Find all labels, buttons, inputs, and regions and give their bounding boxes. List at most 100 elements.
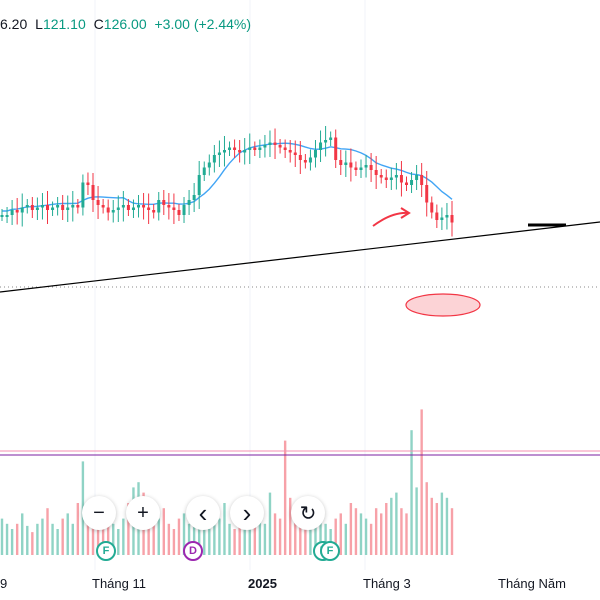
scroll-left-button[interactable]: ‹ xyxy=(186,496,220,530)
candle xyxy=(35,197,39,220)
candle-body xyxy=(197,175,201,195)
candle-body xyxy=(0,215,4,217)
candle xyxy=(152,204,156,219)
low-value: 121.10 xyxy=(42,16,86,32)
candle-body xyxy=(324,140,328,143)
volume-bar xyxy=(152,523,155,555)
candle-body xyxy=(354,167,358,170)
candle xyxy=(268,130,272,157)
candle-body xyxy=(253,147,257,150)
candle-body xyxy=(415,175,419,180)
volume-bar xyxy=(289,497,292,555)
volume-bar xyxy=(385,503,388,555)
moving-average-line xyxy=(2,142,453,212)
pane-separator xyxy=(0,450,600,456)
reset-chart-button[interactable]: ↻ xyxy=(291,496,325,530)
candle-body xyxy=(157,200,161,213)
candle xyxy=(182,197,186,223)
candle-body xyxy=(212,155,216,163)
volume-bar xyxy=(112,523,115,555)
candle xyxy=(56,197,60,216)
time-label-1: Tháng 11 xyxy=(92,576,146,591)
candle-body xyxy=(35,207,39,210)
zoom-out-button[interactable]: − xyxy=(82,496,116,530)
candle-body xyxy=(268,142,272,145)
volume-bar xyxy=(0,518,4,555)
candle xyxy=(354,161,358,176)
candle xyxy=(293,140,297,167)
volume-bar xyxy=(46,508,49,555)
volume-bar xyxy=(71,523,74,555)
candle-body xyxy=(379,175,383,178)
earnings-event-icon[interactable]: F xyxy=(96,541,116,561)
candle xyxy=(81,174,85,216)
volume-bar xyxy=(440,492,444,555)
zoom-in-button[interactable]: + xyxy=(126,496,160,530)
candle-body xyxy=(121,205,125,208)
candle xyxy=(399,161,403,197)
candle xyxy=(137,195,141,218)
candle-body xyxy=(329,137,333,140)
candle xyxy=(258,139,262,158)
candle-body xyxy=(10,210,14,215)
candle xyxy=(66,195,70,222)
volume-bar xyxy=(182,513,186,555)
candle-body xyxy=(364,165,368,168)
candle xyxy=(5,207,9,223)
candle-body xyxy=(56,205,60,208)
volume-bar xyxy=(122,518,125,555)
volume-bar xyxy=(304,518,307,555)
scroll-right-button[interactable]: › xyxy=(230,496,264,530)
volume-bar xyxy=(197,523,201,555)
ohlc-header: 6.20 L121.10 C126.00 +3.00 (+2.44%) xyxy=(0,16,255,32)
candle xyxy=(46,191,50,224)
candle-body xyxy=(46,205,50,210)
candle-body xyxy=(273,142,277,145)
volume-bar xyxy=(5,523,9,555)
volume-bar xyxy=(31,532,34,555)
volume-bar xyxy=(430,497,433,555)
candle xyxy=(364,155,368,178)
volume-bar xyxy=(243,513,246,555)
volume-bar xyxy=(41,518,44,555)
candle-body xyxy=(420,175,424,185)
candle-body xyxy=(137,205,141,208)
candle-body xyxy=(81,182,85,208)
candle xyxy=(76,199,80,214)
volume-bar xyxy=(228,523,231,555)
candle xyxy=(30,197,34,218)
candle-body xyxy=(283,147,287,150)
candle-body xyxy=(303,160,307,163)
volume-bar xyxy=(208,529,211,555)
chart-grid xyxy=(94,0,366,570)
volume-bar xyxy=(76,503,80,555)
volume-bar xyxy=(445,497,449,555)
candle xyxy=(379,169,383,184)
volume-bar xyxy=(56,529,59,555)
volume-bar xyxy=(253,523,257,555)
candle xyxy=(324,126,328,157)
candle-body xyxy=(51,207,55,210)
candle-body xyxy=(313,150,317,158)
candle xyxy=(96,186,100,219)
volume-bar xyxy=(435,503,439,555)
time-label-4: Tháng Năm xyxy=(498,576,566,591)
earnings-event-icon[interactable]: F xyxy=(320,541,340,561)
candle xyxy=(278,139,282,154)
candlesticks xyxy=(0,126,454,237)
dividend-event-icon[interactable]: D xyxy=(183,541,203,561)
candle xyxy=(440,207,444,230)
candle xyxy=(450,201,454,237)
candle xyxy=(10,200,14,225)
candle xyxy=(344,150,348,177)
candle-body xyxy=(334,137,338,160)
volume-bar xyxy=(101,513,105,555)
candle xyxy=(177,204,181,221)
candle xyxy=(228,141,232,156)
candle-body xyxy=(258,147,262,150)
close-label: C xyxy=(93,16,104,32)
volume-bar xyxy=(380,513,383,555)
candle xyxy=(288,140,292,163)
volume-bar xyxy=(425,482,428,555)
volume-bar xyxy=(258,508,262,555)
